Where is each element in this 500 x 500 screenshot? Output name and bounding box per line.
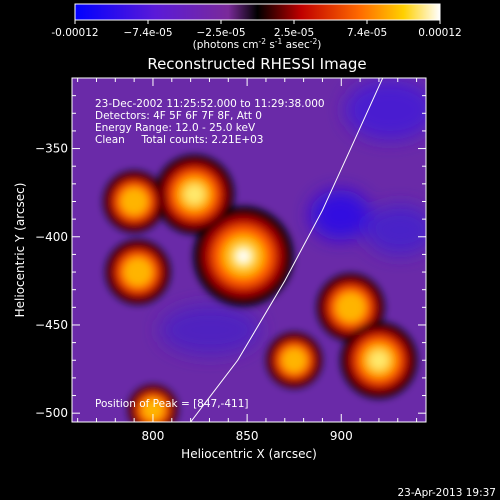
colorbar-tick-label: −7.4e-05 [123, 27, 172, 39]
heat-source [103, 170, 165, 233]
footer-date: 23-Apr-2013 19:37 [397, 487, 496, 499]
colorbar-tick-label: -0.00012 [51, 27, 98, 39]
x-tick-label: 900 [330, 429, 353, 443]
colorbar-ticks: -0.00012 −7.4e-05 −2.5e-05 2.5e-05 7.4e-05 0.… [51, 20, 462, 39]
info-time-range: 23-Dec-2002 11:25:52.000 to 11:29:38.000 [95, 98, 325, 110]
y-tick-label: −500 [35, 406, 68, 420]
colorbar-tick-label: 2.5e-05 [274, 27, 314, 39]
x-tick-label: 850 [236, 429, 259, 443]
peak-position-label: Position of Peak = [847,-411] [95, 398, 249, 410]
colorbar-tick-label: −2.5e-05 [196, 27, 245, 39]
heatmap-image [72, 78, 426, 422]
chart-title: Reconstructed RHESSI Image [147, 55, 366, 73]
y-tick-label: −400 [35, 230, 68, 244]
x-tick-label: 800 [142, 429, 165, 443]
heat-source [266, 332, 322, 388]
y-tick-label: −450 [35, 318, 68, 332]
heat-source [340, 322, 417, 399]
heat-source [128, 384, 178, 422]
colorbar [74, 3, 441, 21]
info-detectors: Detectors: 4F 5F 6F 7F 8F, Att 0 [95, 110, 262, 122]
axis-ticks: 800 850 900 −350 −400 −450 −500 [35, 77, 426, 443]
y-axis-label: Heliocentric Y (arcsec) [13, 183, 27, 318]
info-total-counts: Clean Total counts: 2.21E+03 [95, 134, 264, 146]
heat-source [154, 154, 234, 234]
x-axis-label: Heliocentric X (arcsec) [181, 447, 317, 461]
solar-limb-curve [190, 78, 384, 422]
colorbar-units-label: (photons cm-2 s-1 asec-2) [193, 37, 322, 51]
y-tick-label: −350 [35, 142, 68, 156]
heat-source [105, 239, 171, 305]
heat-source [193, 206, 294, 306]
plot-frame [71, 77, 427, 423]
observation-info: 23-Dec-2002 11:25:52.000 to 11:29:38.000… [95, 86, 325, 146]
colorbar-tick-label: 0.00012 [418, 27, 461, 39]
info-energy-range: Energy Range: 12.0 - 25.0 keV [95, 122, 256, 134]
colorbar-tick-label: 7.4e-05 [347, 27, 387, 39]
